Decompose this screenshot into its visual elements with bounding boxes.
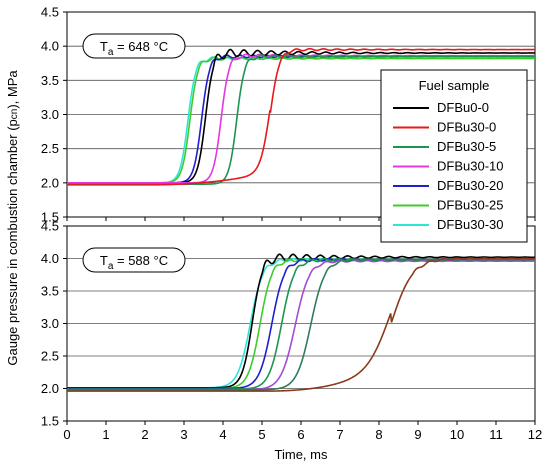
y-tick-label: 1.5 [41,414,59,429]
temperature-annotation: Ta = 648 °C [82,33,186,59]
bottom-panel: 1.5 2.0 2.5 3.0 3.5 4.0 4.5 Ta = 588 °C [41,219,536,429]
x-tick-label: 3 [180,427,187,442]
x-tick-label: 7 [336,427,343,442]
y-label-main: Gauge pressure in combustion chamber (p [5,119,20,365]
x-tick-label: 6 [297,427,304,442]
y-tick-label: 4.5 [41,219,59,234]
y-tick-label: 3.5 [41,284,59,299]
y-label-sub: cn [9,109,20,120]
y-tick-label: 2.0 [41,381,59,396]
annotation-sub: a [108,47,114,58]
y-tick-label: 3.5 [41,73,59,88]
annotation-sub: a [108,261,114,272]
legend-label: DFBu30-0 [437,120,496,135]
annotation-box [82,247,186,273]
legend-label: DFBu30-30 [437,217,503,232]
x-tick-label: 2 [141,427,148,442]
annotation-box [82,33,186,59]
series-line [67,257,536,392]
y-tick-label: 4.0 [41,39,59,54]
annotation-value: = 648 °C [113,39,168,54]
x-tick-label: 12 [528,427,542,442]
annotation-prefix: T [100,39,108,54]
legend-title: Fuel sample [419,78,490,93]
y-tick-label: 4.5 [41,5,59,20]
x-axis-label: Time, ms [275,447,328,462]
annotation-text: Ta = 648 °C [100,39,168,58]
x-tick-label: 11 [489,427,503,442]
annotation-prefix: T [100,253,108,268]
x-tick-label: 5 [258,427,265,442]
y-axis-label: Gauge pressure in combustion chamber (pc… [5,70,20,366]
y-tick-label: 2.5 [41,141,59,156]
y-tick-label: 3.0 [41,107,59,122]
annotation-value: = 588 °C [113,253,168,268]
legend: Fuel sample DFBu0-0 DFBu30-0 DFBu30-5 DFBu30… [380,69,528,243]
legend-label: DFBu30-10 [437,159,503,174]
series-line [67,47,535,186]
legend-label: DFBu30-25 [437,198,503,213]
legend-label: DFBu30-20 [437,178,503,193]
legend-box [380,69,528,243]
legend-label: DFBu30-5 [437,139,496,154]
series-line [67,258,536,391]
x-tick-label: 9 [414,427,421,442]
y-tick-label: 1.5 [41,210,59,225]
x-tick-label: 4 [219,427,226,442]
y-tick-label: 2.0 [41,175,59,190]
x-tick-label: 1 [102,427,109,442]
y-tick-label: 2.5 [41,349,59,364]
x-tick-label: 8 [375,427,382,442]
x-tick-label: 0 [63,427,70,442]
annotation-text: Ta = 588 °C [100,253,168,272]
y-tick-label: 4.0 [41,251,59,266]
temperature-annotation: Ta = 588 °C [82,247,186,273]
y-tick-label: 3.0 [41,316,59,331]
y-label-unit: ), MPa [5,70,20,109]
x-tick-label: 10 [450,427,464,442]
legend-label: DFBu0-0 [437,100,489,115]
